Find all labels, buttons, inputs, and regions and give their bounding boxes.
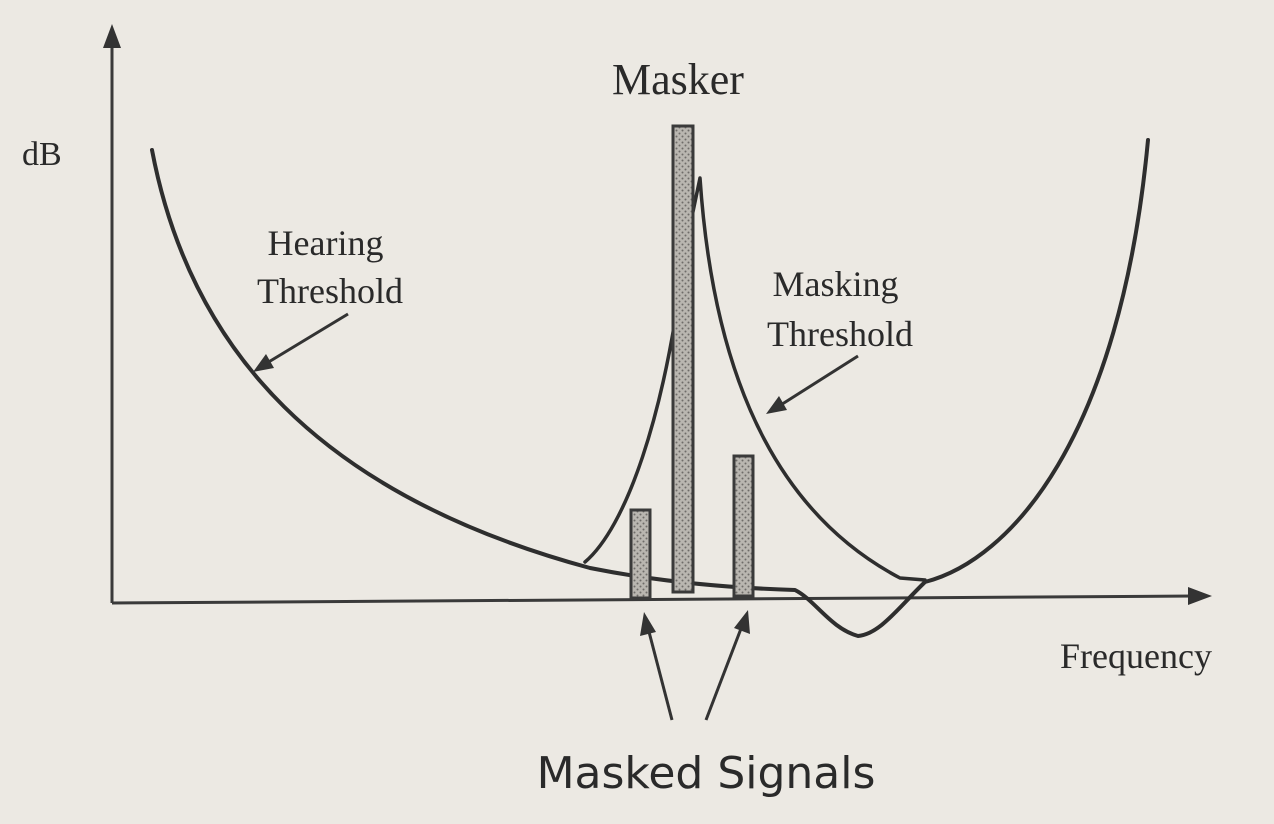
masked-signal-arrow-left [640,612,674,721]
x-axis-arrowhead [1188,587,1212,605]
masking-threshold-label: Masking Threshold [767,264,913,354]
y-axis-label: dB [22,136,62,173]
hearing-threshold-label-line1: Hearing [268,223,384,263]
masker-bar [671,124,695,594]
x-axis [111,594,1196,605]
masked-signals-label: Masked Signals [537,748,876,799]
y-axis-arrowhead [103,24,121,48]
masking-threshold-curve [583,176,927,582]
x-axis-label: Frequency [1060,636,1212,676]
hearing-threshold-arrow [253,312,349,372]
masking-threshold-arrow [766,354,859,414]
axes [103,24,1212,605]
hearing-threshold-label-line2: Threshold [257,271,403,311]
masked-signal-bar-right [732,454,755,598]
masking-threshold-label-line2: Threshold [767,314,913,354]
hearing-threshold-curve [150,138,1150,638]
hearing-threshold-label: Hearing Threshold [257,223,403,311]
pointer-arrows [253,312,859,721]
masked-signal-bar-left [629,508,652,600]
masked-signal-arrow-right [704,610,750,721]
masker-label: Masker [612,55,744,104]
masking-threshold-label-line1: Masking [773,264,899,304]
signal-bars [629,124,755,600]
